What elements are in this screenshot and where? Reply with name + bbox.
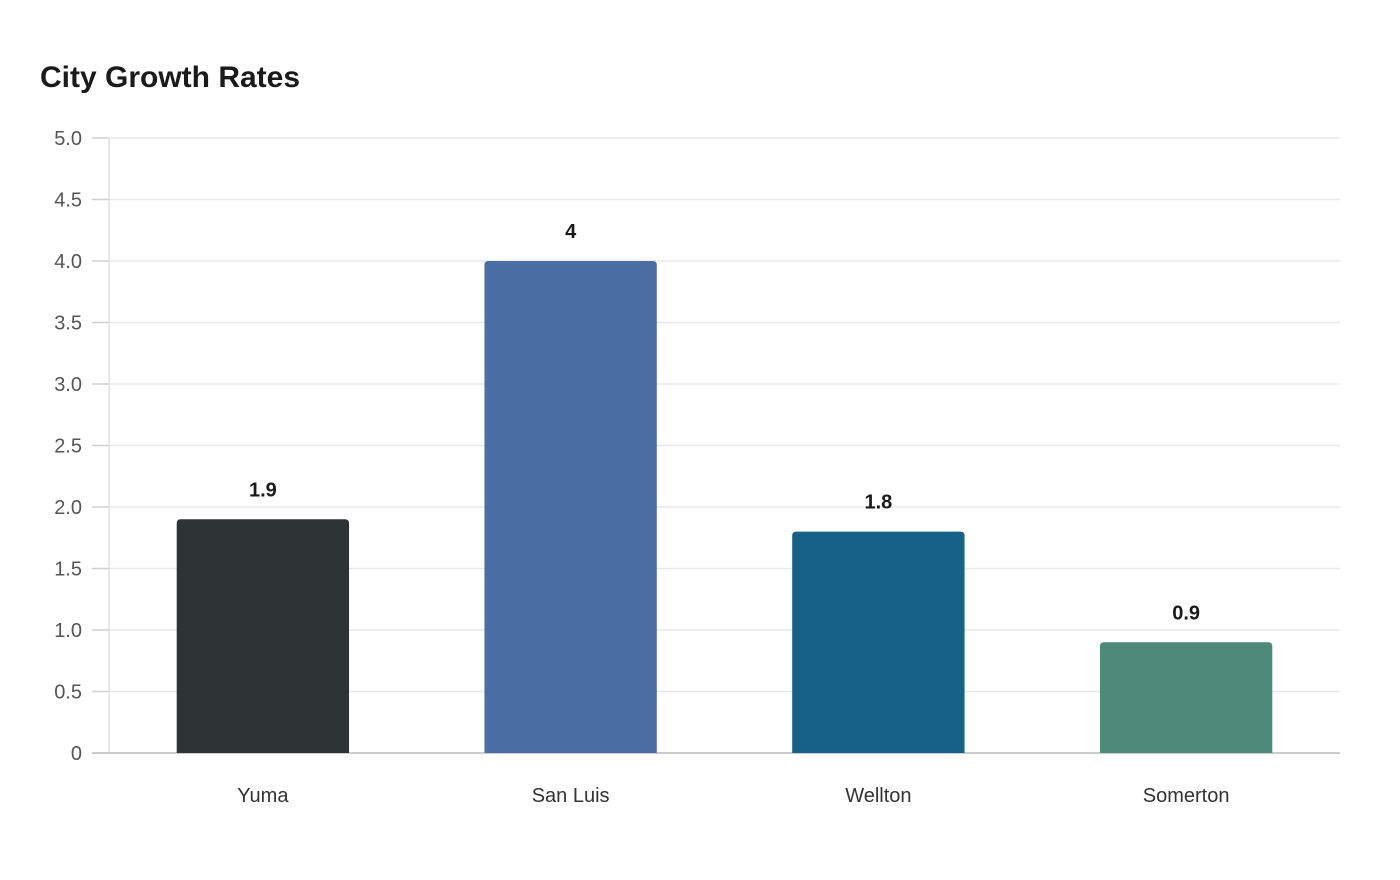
data-label: 1.9	[249, 479, 277, 501]
chart-title: City Growth Rates	[40, 61, 301, 94]
y-tick-label: 4.0	[54, 251, 82, 273]
x-category-label: San Luis	[532, 785, 610, 807]
y-tick-label: 0	[71, 743, 82, 765]
x-category-label: Yuma	[237, 785, 289, 807]
y-tick-label: 3.0	[54, 374, 82, 396]
bar-yuma	[176, 519, 350, 753]
data-labels: 1.9 4 1.8 0.9	[249, 221, 1200, 624]
y-tick-label: 3.5	[54, 313, 82, 335]
y-tick-label: 5.0	[54, 128, 82, 150]
y-tick-label: 2.5	[54, 436, 82, 458]
bar-wellton	[792, 531, 965, 753]
y-tick-label: 2.0	[54, 497, 82, 519]
bar-somerton	[1099, 642, 1273, 753]
data-label: 1.8	[864, 492, 892, 514]
data-label: 4	[565, 221, 577, 243]
bars	[176, 261, 1273, 753]
y-tick-label: 0.5	[54, 682, 82, 704]
x-category-label: Somerton	[1143, 785, 1230, 807]
bar-san-luis	[484, 261, 657, 753]
data-label: 0.9	[1172, 602, 1200, 624]
y-tick-labels: 0 0.5 1.0 1.5 2.0 2.5 3.0 3.5 4.0 4.5 5.0	[54, 128, 82, 765]
y-tick-label: 1.5	[54, 559, 82, 581]
y-tick-label: 4.5	[54, 190, 82, 212]
category-labels: Yuma San Luis Wellton Somerton	[237, 785, 1229, 807]
x-category-label: Wellton	[845, 785, 911, 807]
y-tick-label: 1.0	[54, 620, 82, 642]
